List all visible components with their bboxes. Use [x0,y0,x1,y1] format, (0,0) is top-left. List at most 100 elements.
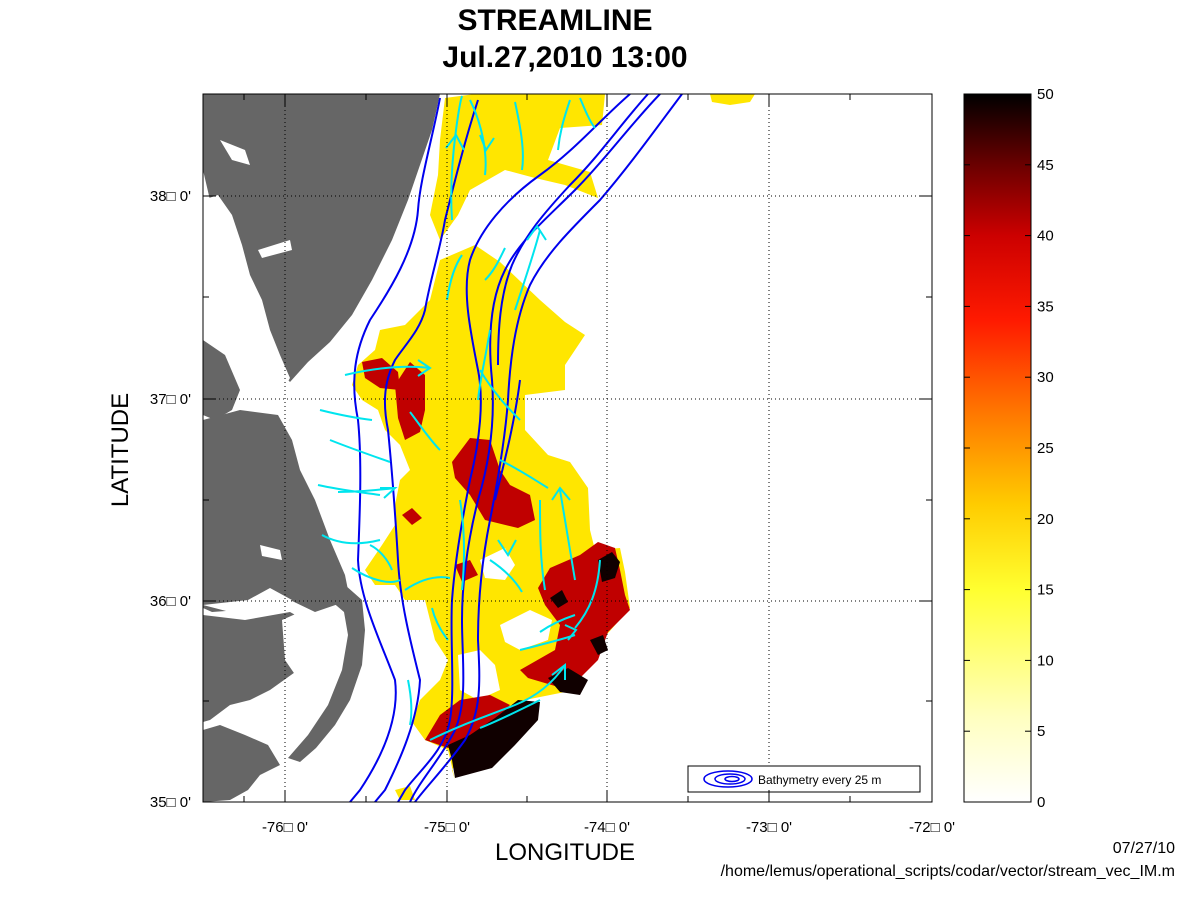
bathymetry-contour-7 [494,379,521,501]
streamline-32 [409,411,441,451]
footer-path: /home/lemus/operational_scripts/codar/ve… [721,863,1175,880]
colorbar-tick-label: 40 [1037,228,1054,245]
streamline-7 [484,247,506,281]
title-line-1: STREAMLINE [458,4,653,37]
colorbar-tick-label: 20 [1037,511,1054,528]
streamline-arrow-8 [564,624,578,641]
streamline-21 [477,329,491,401]
land-nc-south [203,725,280,802]
streamline-29 [429,664,566,741]
colorbar-tick-label: 45 [1037,157,1054,174]
colorbar-gradient [963,93,1032,803]
streamline-25 [559,489,576,581]
speed-region-black-1 [598,552,620,582]
footer-date: 07/27/10 [1113,840,1175,857]
colorbar-tick-label: 0 [1037,794,1045,811]
streamline-arrow-5 [380,487,398,499]
bays [203,140,322,676]
speed-region-black-2 [550,590,568,608]
bathymetry-contour-6 [497,94,649,366]
streamline-30 [479,699,541,729]
bay-pamlico [282,612,322,676]
bathymetry-contour-2 [374,99,479,802]
y-tick-label: 38□ 0' [150,188,191,205]
streamline-17 [404,576,451,591]
speed-region-yellow-south [395,786,415,800]
x-tick-labels: -76□ 0' -75□ 0' -74□ 0' -73□ 0' -72□ 0' [262,819,955,836]
streamline-arrow-3 [526,224,547,241]
streamline-6 [446,254,463,301]
streamline-19 [407,679,413,726]
streamline-15 [351,567,401,583]
colorbar-tick-label: 35 [1037,298,1054,315]
bay-river-1 [220,140,250,165]
streamline-18 [431,607,449,641]
streamlines [317,95,601,741]
colorbar: 0 5 10 15 20 25 30 35 40 45 50 [963,86,1054,811]
streamline-arrow-2 [479,134,495,153]
streamline-4 [557,99,571,151]
streamline-arrows [380,133,578,680]
streamline-arrow-9 [551,662,566,680]
axis-ticks [203,94,933,802]
land-virginia-north [203,340,240,420]
streamline-12 [317,484,381,496]
x-tick-label: -74□ 0' [584,819,630,836]
streamline-11 [329,439,391,463]
speed-region-white-gap-2 [500,610,552,650]
x-tick-label: -73□ 0' [746,819,792,836]
bay-river-2 [258,240,292,258]
bay-chesapeake [203,195,290,392]
bay-albemarle [203,588,292,612]
x-tick-label: -75□ 0' [424,819,470,836]
speed-region-red-1 [362,358,400,390]
colorbar-ticks: 0 5 10 15 20 25 30 35 40 45 50 [964,86,1054,811]
streamline-arrow-1 [445,133,465,151]
colorbar-tick-label: 30 [1037,369,1054,386]
streamline-14 [321,534,381,545]
speed-region-red-4 [402,508,422,525]
speed-region-black-5 [448,700,540,778]
bay-river-3 [260,545,282,560]
colorbar-tick-label: 15 [1037,582,1054,599]
streamline-22 [499,459,549,489]
streamline-26 [539,499,546,591]
streamline-31 [539,614,576,633]
bathymetry-legend: Bathymetry every 25 m [687,765,921,793]
colorbar-tick-label: 10 [1037,652,1054,669]
streamline-arrow-6 [551,486,571,501]
x-axis-label: LONGITUDE [495,839,635,866]
legend-label: Bathymetry every 25 m [758,773,881,787]
bathymetry-contour-1 [349,97,441,802]
streamline-5 [579,97,596,129]
land-virginia-south [203,410,350,612]
bathymetry-contour-4 [409,94,661,802]
y-tick-label: 37□ 0' [150,391,191,408]
title-line-2: Jul.27,2010 13:00 [442,41,687,74]
y-axis-label: LATITUDE [107,393,134,507]
speed-region-yellow-ne [710,94,755,105]
streamline-20 [479,369,521,421]
streamline-3 [514,101,524,171]
bathymetry-legend-icon [703,770,753,788]
speed-region-yellow-north [430,94,605,240]
colorbar-tick-label: 5 [1037,723,1045,740]
streamline-24 [489,559,523,593]
y-tick-label: 35□ 0' [150,794,191,811]
streamline-27 [574,559,601,629]
streamline-16 [369,544,393,571]
streamline-9 [344,365,431,376]
grid [203,94,932,802]
x-tick-label: -72□ 0' [909,819,955,836]
streamline-arrow-4 [417,359,432,377]
colorbar-tick-label: 50 [1037,86,1054,103]
streamline-10 [319,409,373,421]
streamline-8 [514,229,541,311]
colorbar-tick-label: 25 [1037,440,1054,457]
y-tick-label: 36□ 0' [150,593,191,610]
outer-banks [288,585,365,762]
bathymetry [349,94,683,802]
map-frame [202,93,933,803]
x-tick-label: -76□ 0' [262,819,308,836]
